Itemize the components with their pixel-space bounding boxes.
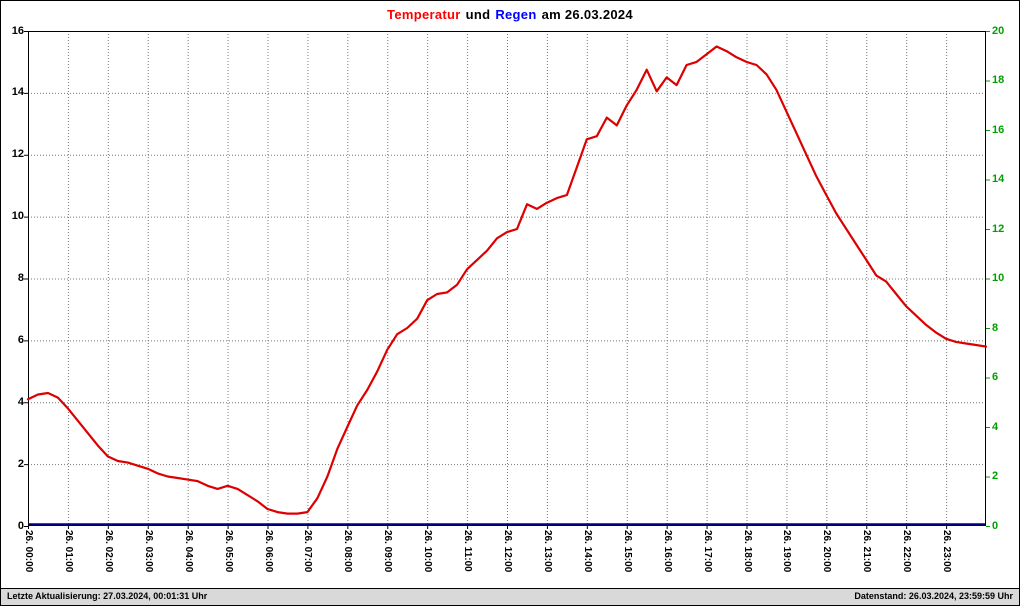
y-right-tick-label: 18: [992, 74, 1005, 86]
y-right-tick-label: 0: [992, 519, 999, 532]
x-axis-tick-label: 26. 19:00: [781, 530, 793, 573]
x-axis-tick-label: 26. 01:00: [62, 530, 74, 573]
y-left-tick-label: 10: [11, 210, 24, 223]
y-left-tick-label: 14: [11, 86, 24, 99]
y-right-tick-label: 2: [992, 470, 999, 482]
last-update-text: Letzte Aktualisierung: 27.03.2024, 00:01…: [7, 591, 208, 601]
data-state-text: Datenstand: 26.03.2024, 23:59:59 Uhr: [854, 591, 1013, 601]
x-axis-tick-label: 26. 04:00: [182, 530, 194, 573]
temperature-line: [26, 45, 988, 515]
x-axis-tick-label: 26. 03:00: [142, 530, 154, 573]
x-axis-tick-label: 26. 00:00: [23, 530, 34, 573]
title-temperature-word: Temperatur: [387, 7, 461, 22]
chart-title: Temperatur und Regen am 26.03.2024: [1, 7, 1019, 22]
y-right-tick-label: 16: [992, 123, 1005, 136]
x-axis-tick-label: 26. 06:00: [262, 530, 274, 573]
x-axis-tick-label: 26. 07:00: [302, 530, 314, 573]
y-right-tick-label: 4: [992, 420, 999, 433]
title-date: am 26.03.2024: [541, 7, 633, 22]
x-axis-tick-label: 26. 10:00: [422, 530, 434, 573]
y-right-tick-label: 6: [992, 371, 999, 383]
title-connector-word: und: [465, 7, 491, 22]
y-right-tick-label: 8: [992, 321, 999, 334]
y-left-tick-label: 6: [17, 333, 24, 346]
x-axis-tick-label: 26. 05:00: [222, 530, 234, 573]
y-left-tick-label: 0: [17, 519, 24, 532]
x-axis-tick-label: 26. 02:00: [102, 530, 114, 573]
x-axis-tick-label: 26. 11:00: [462, 530, 474, 572]
x-axis-tick-label: 26. 12:00: [502, 530, 513, 573]
x-axis-tick-label: 26. 18:00: [741, 530, 753, 573]
x-axis-tick-label: 26. 16:00: [661, 530, 673, 573]
x-axis-tick-label: 26. 13:00: [541, 530, 553, 573]
y-right-tick-label: 12: [992, 222, 1005, 235]
y-left-tick-label: 2: [17, 457, 24, 470]
y-right-tick-label: 14: [992, 173, 1005, 185]
footer-bar: Letzte Aktualisierung: 27.03.2024, 00:01…: [1, 588, 1019, 605]
x-axis-tick-label: 26. 08:00: [342, 530, 354, 573]
y-right-tick-label: 10: [992, 272, 1005, 284]
y-left-tick-label: 16: [11, 24, 24, 37]
x-axis-tick-label: 26. 23:00: [941, 530, 953, 573]
y-left-tick-label: 12: [11, 148, 24, 161]
title-rain-word: Regen: [495, 7, 537, 22]
x-axis-tick-label: 26. 21:00: [861, 530, 873, 573]
x-axis-tick-label: 26. 14:00: [581, 530, 593, 573]
x-axis-tick-label: 26. 20:00: [821, 530, 833, 573]
y-left-tick-label: 4: [17, 395, 24, 408]
x-axis-tick-label: 26. 09:00: [382, 530, 394, 573]
x-axis-tick-label: 26. 17:00: [701, 530, 713, 573]
y-right-tick-label: 20: [992, 24, 1005, 37]
x-axis-tick-label: 26. 15:00: [621, 530, 633, 573]
x-axis-tick-label: 26. 22:00: [901, 530, 913, 573]
y-left-tick-label: 8: [17, 272, 24, 284]
